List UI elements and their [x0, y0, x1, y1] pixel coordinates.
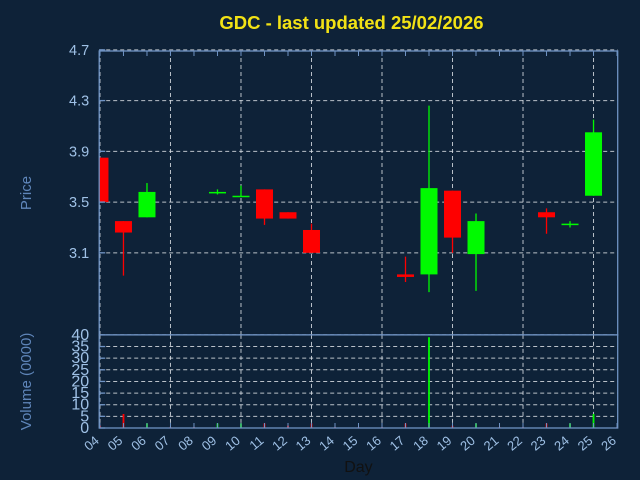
svg-text:3.9: 3.9 — [69, 144, 89, 160]
svg-text:4.7: 4.7 — [69, 43, 89, 59]
svg-text:3.5: 3.5 — [69, 195, 89, 211]
svg-text:Volume (0000): Volume (0000) — [18, 333, 35, 431]
svg-text:Price: Price — [18, 176, 35, 210]
svg-text:GDC - last updated 25/02/2026: GDC - last updated 25/02/2026 — [219, 12, 483, 33]
svg-text:0: 0 — [80, 420, 89, 437]
svg-text:Day: Day — [344, 459, 372, 476]
svg-text:3.1: 3.1 — [69, 246, 89, 262]
svg-text:4.3: 4.3 — [69, 94, 89, 110]
